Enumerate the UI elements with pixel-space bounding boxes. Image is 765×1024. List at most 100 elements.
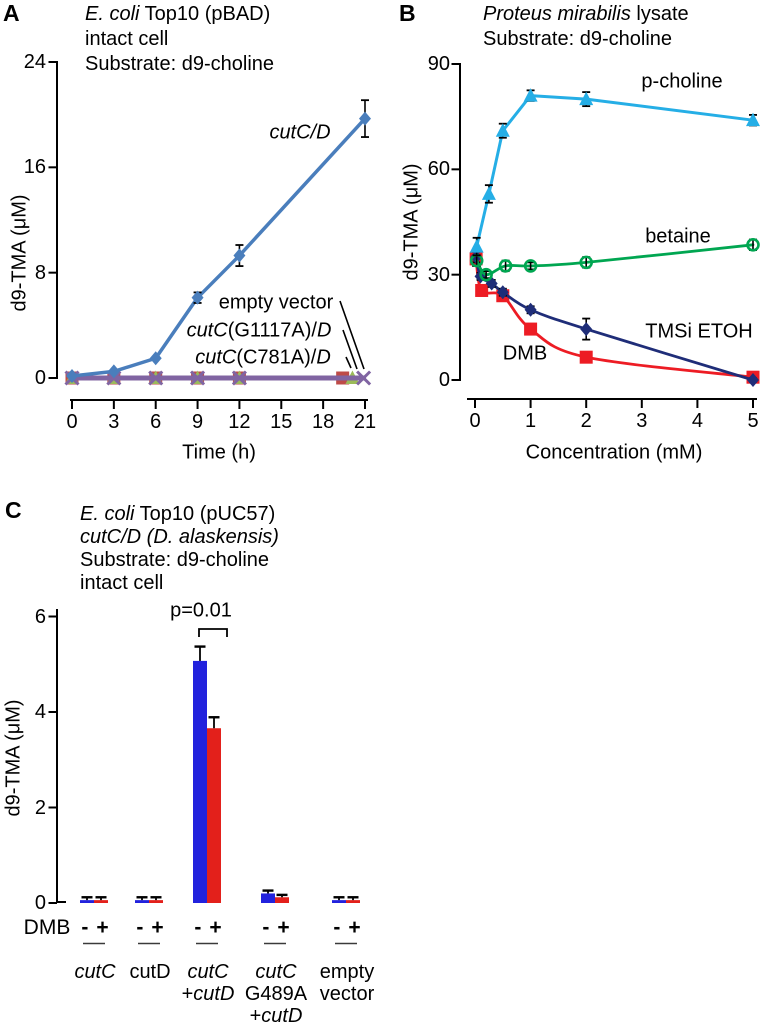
series-label-empty-vector: empty vector	[218, 291, 334, 314]
panel-b-y-tick-label: 0	[438, 369, 450, 391]
panel-a-y-tick-label: 0	[34, 367, 46, 389]
dmb-row-label: DMB	[23, 916, 71, 939]
panel-b-x-tick-label: 5	[747, 410, 759, 432]
panel-b-x-tick-label: 2	[580, 410, 592, 432]
panel-a-x-tick-label: 12	[228, 411, 251, 433]
series-label-betaine: betaine	[645, 225, 711, 248]
category-label-0: cutC	[74, 961, 116, 983]
panel-b-letter: B	[399, 0, 416, 26]
panel-c-y-tick-label: 0	[34, 892, 46, 914]
panel-a-x-tick-label: 15	[270, 411, 293, 433]
significance-bracket	[198, 628, 228, 637]
marker-circle	[746, 238, 760, 252]
marker-triangle	[469, 239, 484, 253]
marker-diamond	[233, 248, 246, 263]
panel-c-letter: C	[5, 497, 22, 523]
panel-a-y-tick-label: 8	[34, 261, 46, 284]
bar-minus-2	[193, 660, 207, 903]
leader-c781a	[345, 356, 352, 369]
marker-triangle	[495, 123, 510, 137]
panel-b-x-axis-label: Concentration (mM)	[525, 441, 703, 464]
marker-square	[579, 350, 593, 364]
dmb-pair-1: - +	[136, 916, 164, 939]
panel-a-y-tick-label: 24	[23, 50, 46, 73]
marker-circle	[523, 259, 538, 273]
bar-plus-4	[346, 900, 360, 903]
bar-minus-1	[135, 900, 149, 903]
marker-circle	[498, 259, 513, 273]
leader-empty-vector	[339, 300, 365, 370]
marker-diamond	[107, 364, 120, 379]
marker-circle	[479, 267, 493, 282]
marker-diamond	[524, 302, 537, 317]
category-label-1: cutD	[129, 961, 171, 983]
panel-c-y-tick-label: 6	[34, 605, 46, 628]
series-line-betaine	[475, 243, 755, 277]
category-label-3: cutC G489A +cutD	[244, 961, 308, 1024]
bar-minus-3	[261, 893, 275, 903]
bar-minus-0	[80, 900, 94, 903]
series-line-p-choline	[475, 94, 755, 249]
dmb-pair-0: - +	[81, 916, 109, 939]
panel-c-title: E. coli Top10 (pUC57) cutC/D (D. alaskens…	[80, 503, 279, 594]
panel-b-y-tick-label: 60	[427, 158, 450, 181]
panel-a-x-tick-label: 3	[108, 411, 120, 433]
leader-g1117a	[342, 329, 358, 370]
significance-label: p=0.01	[170, 599, 232, 622]
panel-b-y-tick-label: 30	[427, 263, 450, 286]
marker-square	[524, 322, 538, 336]
marker-diamond	[66, 369, 78, 384]
series-label-dmb: DMB	[502, 342, 548, 365]
category-label-2: cutC +cutD	[181, 961, 235, 1005]
marker-diamond	[191, 290, 204, 305]
dmb-pair-4: - +	[333, 916, 361, 939]
marker-triangle	[481, 186, 496, 200]
series-label-c781a: cutC(C781A)/D	[195, 346, 331, 369]
series-label-g1117a: cutC(G1117A)/D	[186, 319, 332, 342]
panel-b-x-tick-label: 3	[636, 410, 648, 432]
panel-a-x-tick-label: 21	[353, 411, 377, 433]
marker-diamond	[358, 111, 371, 126]
bar-plus-3	[275, 897, 289, 903]
panel-b-y-tick-label: 90	[427, 53, 450, 75]
marker-triangle	[579, 91, 594, 106]
panel-a-y-axis-label: d9-TMA (μM)	[8, 194, 31, 312]
marker-x	[231, 370, 247, 386]
marker-x	[148, 370, 164, 386]
marker-triangle	[746, 112, 760, 127]
marker-x	[356, 370, 372, 386]
panel-a-letter: A	[3, 0, 20, 26]
panel-a-x-tick-label: 6	[150, 411, 162, 433]
bar-plus-1	[149, 900, 163, 903]
panel-c-y-tick-label: 4	[34, 701, 46, 723]
panel-a-x-tick-label: 0	[66, 411, 78, 433]
marker-x	[190, 370, 206, 386]
panel-a-x-tick-label: 18	[312, 411, 335, 433]
panel-a-title: E. coli Top10 (pBAD) intact cell Substrate…	[85, 3, 275, 75]
panel-a-x-axis-label: Time (h)	[182, 441, 256, 464]
marker-diamond	[580, 322, 593, 337]
dmb-pair-2: - +	[194, 916, 222, 939]
marker-circle	[579, 255, 594, 270]
series-label-cutcd: cutC/D	[269, 121, 331, 144]
category-label-4: empty vector	[319, 961, 375, 1005]
series-label-p-choline: p-choline	[641, 70, 723, 93]
bar-plus-0	[94, 900, 108, 903]
panel-b-x-tick-label: 1	[525, 410, 537, 432]
dmb-pair-3: - +	[262, 916, 290, 939]
panel-b-x-tick-label: 4	[691, 410, 703, 432]
marker-diamond	[496, 285, 509, 300]
panel-a-x-tick-label: 9	[192, 411, 204, 433]
panel-c-y-tick-label: 2	[34, 796, 46, 819]
series-label-tmsi-etoh: TMSi ETOH	[645, 320, 753, 343]
marker-diamond	[149, 351, 162, 366]
panel-b-x-tick-label: 0	[469, 410, 481, 432]
bar-minus-4	[332, 900, 346, 903]
marker-diamond	[747, 373, 759, 387]
panel-a-y-tick-label: 16	[23, 156, 46, 179]
panel-b-title: Proteus mirabilis lysate Substrate: d9-ch…	[483, 3, 689, 50]
marker-triangle	[523, 88, 538, 102]
marker-square	[475, 283, 489, 297]
